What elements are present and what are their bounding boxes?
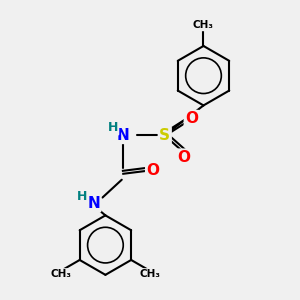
Text: S: S bbox=[159, 128, 170, 142]
Text: CH₃: CH₃ bbox=[193, 20, 214, 30]
Text: H: H bbox=[76, 190, 87, 202]
Text: O: O bbox=[178, 150, 191, 165]
Text: N: N bbox=[117, 128, 130, 142]
Text: O: O bbox=[185, 111, 198, 126]
Text: N: N bbox=[87, 196, 100, 211]
Text: CH₃: CH₃ bbox=[139, 269, 160, 279]
Text: CH₃: CH₃ bbox=[51, 269, 72, 279]
Text: O: O bbox=[146, 163, 160, 178]
Text: H: H bbox=[108, 121, 118, 134]
